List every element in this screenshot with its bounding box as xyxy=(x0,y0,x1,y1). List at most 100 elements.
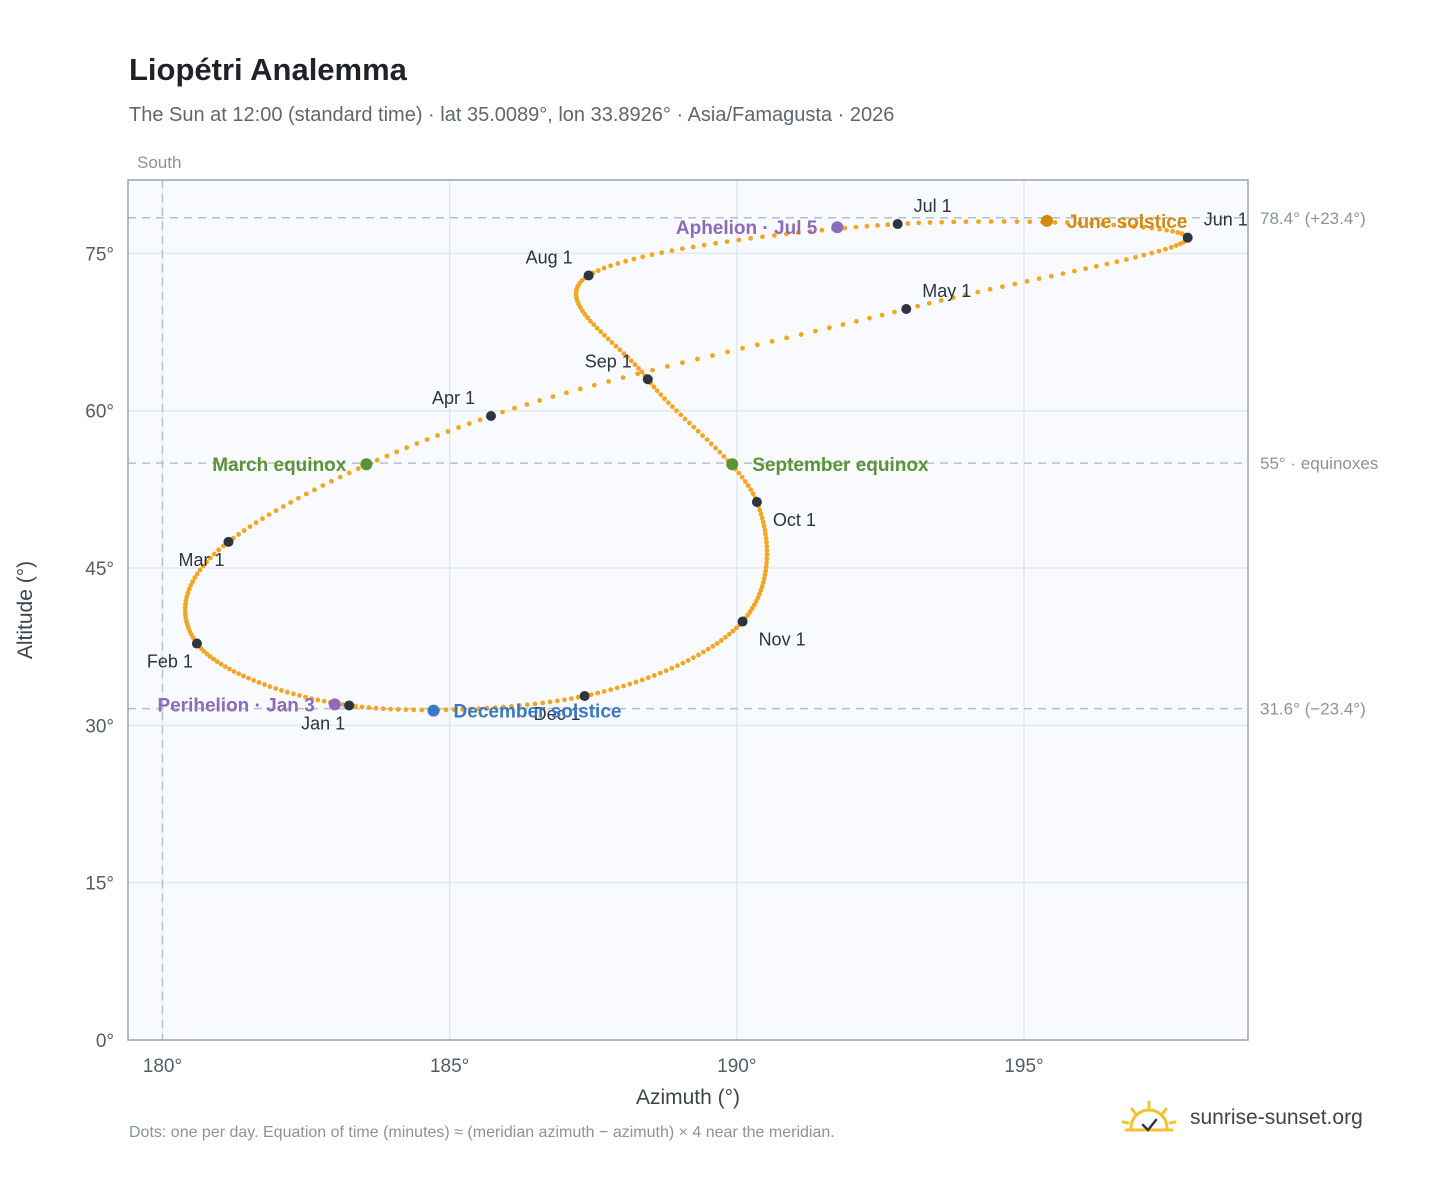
daily-sun-dot xyxy=(650,367,655,373)
daily-sun-dot xyxy=(691,655,696,661)
daily-sun-dot xyxy=(784,335,790,341)
daily-sun-dot xyxy=(374,457,380,463)
daily-sun-dot xyxy=(1164,227,1169,233)
daily-sun-dot xyxy=(687,420,692,426)
month-marker-oct-1 xyxy=(751,496,762,507)
daily-sun-dot xyxy=(312,487,317,493)
daily-sun-dot xyxy=(763,531,768,537)
daily-sun-dot xyxy=(759,584,765,589)
daily-sun-dot xyxy=(701,649,706,655)
brand-text: sunrise-sunset.org xyxy=(1190,1106,1363,1129)
daily-sun-dot xyxy=(1100,221,1106,227)
daily-sun-dot xyxy=(905,221,911,226)
daily-sun-dot xyxy=(690,244,696,250)
daily-sun-dot xyxy=(758,511,764,517)
daily-sun-dot xyxy=(635,371,641,377)
daily-sun-dot xyxy=(623,258,628,264)
chart-title: Liopétri Analemma xyxy=(129,52,407,87)
daily-sun-dot xyxy=(736,470,742,476)
daily-sun-dot xyxy=(740,345,745,351)
daily-sun-dot xyxy=(337,474,343,480)
y-axis-label: Altitude (°) xyxy=(14,561,37,659)
event-marker-september-equinox xyxy=(726,458,739,471)
x-tick-label: 195° xyxy=(1004,1056,1043,1077)
daily-sun-dot xyxy=(186,586,192,592)
daily-sun-dot xyxy=(477,417,483,423)
daily-sun-dot xyxy=(695,356,700,362)
daily-sun-dot xyxy=(537,398,543,403)
daily-sun-dot xyxy=(188,583,194,588)
sun-logo-icon xyxy=(1121,1100,1177,1132)
daily-sun-dot xyxy=(915,303,920,309)
month-label-jul-1: Jul 1 xyxy=(914,196,952,216)
daily-sun-dot xyxy=(241,673,246,679)
daily-sun-dot xyxy=(613,343,619,349)
daily-sun-dot xyxy=(183,601,188,607)
daily-sun-dot xyxy=(615,261,621,266)
daily-sun-dot xyxy=(200,563,206,569)
daily-sun-dot xyxy=(764,552,770,557)
event-marker-june-solstice xyxy=(1040,214,1053,227)
daily-sun-dot xyxy=(550,394,556,399)
x-tick-label: 180° xyxy=(143,1056,182,1077)
daily-sun-dot xyxy=(1149,250,1155,256)
daily-sun-dot xyxy=(795,230,801,236)
daily-sun-dot xyxy=(218,661,224,667)
daily-sun-dot xyxy=(670,404,675,410)
daily-sun-dot xyxy=(976,219,981,225)
daily-sun-dot xyxy=(247,524,253,529)
daily-sun-dot xyxy=(651,673,657,678)
daily-sun-dot xyxy=(582,311,588,317)
daily-sun-dot xyxy=(577,386,583,392)
daily-sun-dot xyxy=(754,342,760,348)
daily-sun-dot xyxy=(445,429,451,434)
daily-sun-dot xyxy=(726,631,732,637)
daily-sun-dot xyxy=(927,220,933,225)
daily-sun-dot xyxy=(509,704,514,709)
daily-sun-dot xyxy=(594,325,600,331)
month-marker-dec-1 xyxy=(579,691,590,701)
daily-sun-dot xyxy=(764,548,770,553)
daily-sun-dot xyxy=(701,242,707,248)
daily-sun-dot xyxy=(380,706,386,712)
month-label-jun-1: Jun 1 xyxy=(1204,210,1248,230)
south-label: South xyxy=(137,153,181,172)
daily-sun-dot xyxy=(1014,219,1020,225)
daily-sun-dot xyxy=(227,666,232,672)
daily-sun-dot xyxy=(1048,273,1054,279)
daily-sun-dot xyxy=(303,491,309,497)
daily-sun-dot xyxy=(675,663,680,669)
daily-sun-dot xyxy=(807,229,813,234)
daily-sun-dot xyxy=(760,580,766,585)
daily-sun-dot xyxy=(404,445,410,451)
daily-sun-dot xyxy=(291,691,296,697)
daily-sun-dot xyxy=(366,705,372,710)
daily-sun-dot xyxy=(1024,278,1030,284)
daily-sun-dot xyxy=(633,679,639,685)
daily-sun-dot xyxy=(639,369,645,375)
y-tick-label: 60° xyxy=(85,402,114,423)
daily-sun-dot xyxy=(562,697,567,703)
reference-line-label: 78.4° (+23.4°) xyxy=(1260,209,1366,228)
daily-sun-dot xyxy=(256,680,262,685)
event-marker-aphelion-jul-5 xyxy=(831,221,844,234)
daily-sun-dot xyxy=(854,318,859,324)
brand[interactable]: sunrise-sunset.org xyxy=(1120,1100,1363,1136)
month-label-nov-1: Nov 1 xyxy=(759,630,806,650)
daily-sun-dot xyxy=(757,591,762,597)
daily-sun-dot xyxy=(211,551,217,557)
daily-sun-dot xyxy=(704,437,710,442)
x-tick-label: 190° xyxy=(717,1056,756,1077)
daily-sun-dot xyxy=(359,704,365,710)
daily-sun-dot xyxy=(680,246,685,252)
daily-sun-dot xyxy=(1170,228,1175,234)
month-marker-sep-1 xyxy=(642,374,653,385)
month-label-sep-1: Sep 1 xyxy=(585,351,632,371)
daily-sun-dot xyxy=(419,707,425,713)
daily-sun-dot xyxy=(476,706,482,712)
daily-sun-dot xyxy=(285,689,290,695)
reference-lines: 78.4° (+23.4°) 55° · equinoxes 31.6° (−23.… xyxy=(128,209,1378,719)
daily-sun-dot xyxy=(280,504,286,509)
plot-frame xyxy=(127,179,1249,1041)
daily-sun-dot xyxy=(540,700,546,706)
